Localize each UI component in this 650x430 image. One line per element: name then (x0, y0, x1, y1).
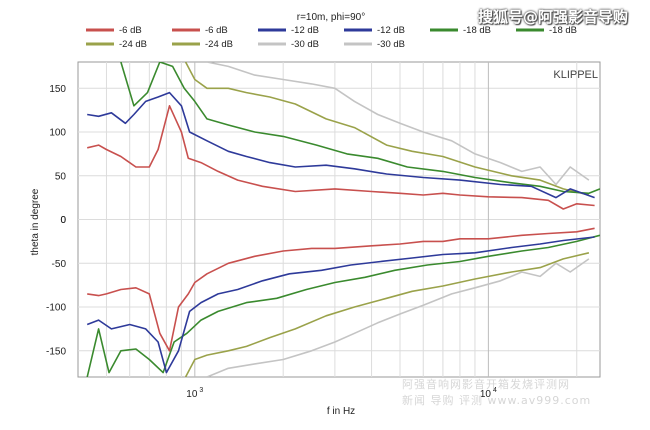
legend-label: -18 dB (549, 25, 577, 36)
y-tick-label: 150 (49, 84, 66, 95)
series-line (86, 234, 600, 377)
legend-label: -12 dB (291, 25, 319, 36)
legend-label: -24 dB (205, 39, 233, 50)
y-tick-label: 0 (60, 215, 66, 226)
series-line (206, 258, 590, 377)
legend-label: -30 dB (291, 39, 319, 50)
series-line (87, 91, 595, 199)
watermark-bottom: 阿强音响网影音开箱发烧评测网 新闻 导购 评测 www.av999.com (402, 377, 642, 409)
brand-label: KLIPPEL (553, 69, 598, 81)
legend: -6 dB -6 dB -12 dB -12 dB -18 dB -18 dB -24 dB… (86, 25, 577, 50)
y-tick-label: 0 (60, 215, 66, 226)
y-tick-label: -150 (46, 346, 66, 357)
series-line (120, 62, 600, 195)
grid (78, 62, 600, 377)
legend-label: -6 dB (205, 25, 228, 36)
series-line (87, 105, 595, 210)
series-line (87, 227, 595, 352)
watermark-line: 新闻 导购 评测 www.av999.com (402, 394, 592, 407)
x-tick-label: 10 3 (186, 387, 203, 400)
y-axis-label: theta in degree (30, 188, 41, 255)
y-tick-label: -100 (46, 303, 66, 314)
legend-label: -18 dB (463, 25, 491, 36)
chart-title: r=10m, phi=90° (297, 12, 366, 23)
x-axis: 10 3 10 4 (186, 387, 497, 400)
y-tick-label: -50 (52, 259, 67, 270)
series-line (206, 62, 590, 186)
series-line (184, 62, 590, 196)
x-axis-label: f in Hz (327, 406, 355, 417)
series-group (86, 62, 600, 377)
y-tick-label: 50 (55, 171, 67, 182)
watermark-top: 搜狐号@阿强影音导购 (478, 8, 629, 26)
y-tick-label: 100 (49, 128, 66, 139)
series-line (184, 252, 590, 377)
legend-label: -24 dB (119, 39, 147, 50)
series-line (86, 236, 595, 374)
legend-label: -12 dB (377, 25, 405, 36)
legend-label: -6 dB (119, 25, 142, 36)
watermark-line: 阿强音响网影音开箱发烧评测网 (402, 378, 570, 391)
legend-label: -30 dB (377, 39, 405, 50)
x-tick-label: 10 4 (480, 387, 497, 400)
